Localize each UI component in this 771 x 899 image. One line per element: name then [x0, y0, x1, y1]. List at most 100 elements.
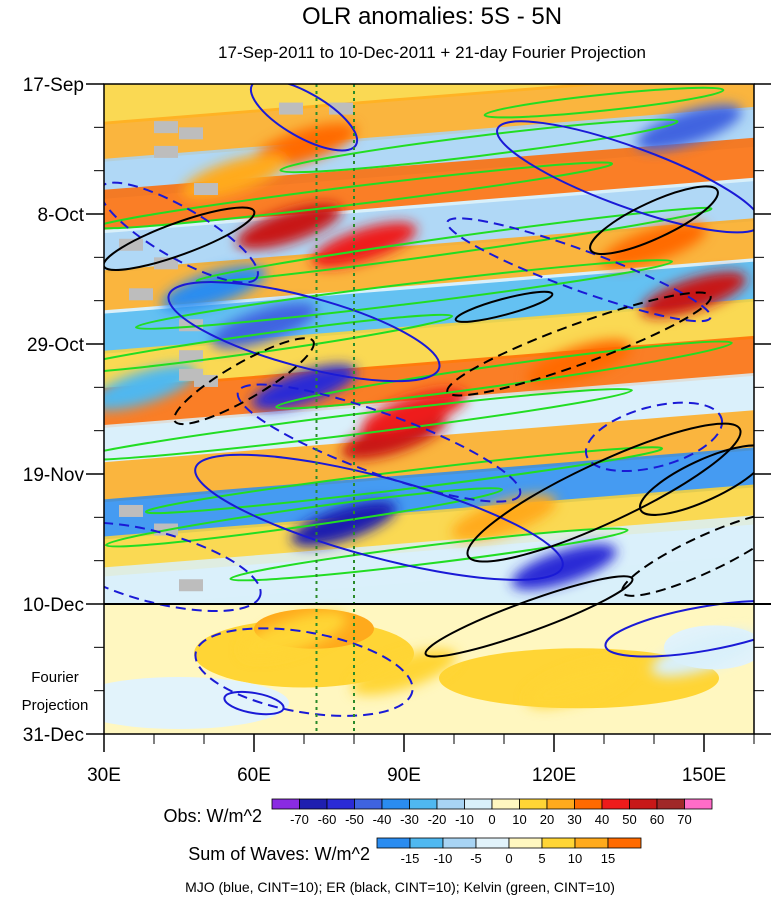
obs-band: [104, 484, 754, 577]
kelvin-contour: [104, 487, 504, 548]
kelvin-contour: [195, 206, 713, 283]
legend-level: -10: [434, 851, 453, 866]
legend-swatch: [684, 798, 713, 810]
legend-level: -60: [318, 812, 337, 827]
anomaly-blob: [636, 104, 742, 151]
missing-data-patch: [179, 579, 203, 592]
legend-swatch: [574, 798, 603, 810]
kelvin-contour: [483, 86, 725, 119]
legend-level: -20: [428, 812, 447, 827]
y-tick-label: 29-Oct: [27, 335, 85, 356]
er-contour: [173, 337, 315, 426]
x-tick-label: 60E: [237, 765, 271, 786]
missing-data-patch: [119, 238, 143, 251]
legend-level: 40: [595, 812, 609, 827]
legend-level: 60: [650, 812, 664, 827]
y-tick-label: 31-Dec: [23, 725, 84, 746]
y-tick-label: 17-Sep: [23, 75, 84, 96]
missing-data-patch: [119, 504, 143, 517]
obs-band: [104, 84, 754, 162]
mjo-contour: [194, 627, 414, 717]
missing-data-patch: [154, 257, 178, 270]
chart-subtitle: 17-Sep-2011 to 10-Dec-2011 + 21-day Four…: [218, 43, 646, 62]
waves-legend-title: Sum of Waves: W/m^2: [188, 844, 370, 864]
y-tick-label: 8-Oct: [38, 205, 85, 226]
legend-swatch: [442, 837, 477, 849]
er-contour: [589, 185, 719, 255]
reference-longitude-lines: [315, 84, 355, 734]
anomaly-blob: [651, 630, 754, 677]
legend-level: 10: [512, 812, 526, 827]
legend-level: 20: [540, 812, 554, 827]
mjo-contour: [223, 690, 285, 716]
mjo-contour: [104, 521, 262, 613]
legend-swatch: [326, 798, 355, 810]
projection-cool-west: [104, 677, 289, 730]
missing-data-patch: [279, 102, 303, 115]
mjo-contour: [584, 401, 724, 473]
kelvin-contour: [279, 118, 679, 174]
legend-level: 50: [622, 812, 636, 827]
legend-level: 30: [567, 812, 581, 827]
missing-data-patch: [154, 121, 178, 134]
legend-swatch: [607, 837, 642, 849]
obs-legend-title: Obs: W/m^2: [164, 806, 262, 826]
missing-data-patch: [329, 102, 353, 115]
legend-level: 70: [677, 812, 691, 827]
legend-swatch: [475, 837, 510, 849]
er-contour: [104, 206, 256, 271]
legend-level: -10: [455, 812, 474, 827]
legend-level: -50: [345, 812, 364, 827]
er-contours: [104, 185, 754, 658]
legend-level: 0: [488, 812, 495, 827]
anomaly-blob: [526, 661, 632, 708]
anomaly-blob: [351, 649, 457, 695]
kelvin-contours: [104, 86, 733, 582]
er-contour: [454, 290, 554, 323]
anomaly-blob: [104, 364, 197, 411]
kelvin-contour: [104, 387, 633, 462]
legend-swatch: [546, 798, 575, 810]
contour-note: MJO (blue, CINT=10); ER (black, CINT=10)…: [185, 879, 615, 895]
legend-swatch: [381, 798, 410, 810]
mjo-contour: [496, 120, 754, 234]
mjo-contour: [604, 599, 754, 658]
legend-level: -15: [401, 851, 420, 866]
legend-swatch: [629, 798, 658, 810]
mjo-contour: [236, 383, 522, 503]
anomaly-blob: [451, 494, 557, 541]
missing-data-patch: [179, 319, 203, 332]
obs-anomaly-bands: [104, 84, 754, 608]
mjo-contour: [104, 181, 259, 284]
plot-frame: [103, 83, 755, 735]
anomaly-blob: [641, 271, 747, 318]
anomaly-blob: [241, 612, 347, 658]
projection-label-line2: Projection: [22, 697, 89, 714]
chart-title: OLR anomalies: 5S - 5N: [302, 3, 562, 30]
er-contour: [638, 444, 754, 516]
legend-swatch: [491, 798, 520, 810]
legend-level: 0: [505, 851, 512, 866]
legend-level: -40: [373, 812, 392, 827]
legend-swatch: [519, 798, 548, 810]
missing-data-patch: [179, 350, 203, 363]
anomaly-blob: [361, 389, 467, 435]
kelvin-contour: [104, 161, 614, 230]
y-axis-ticks: 17-Sep 8-Oct 29-Oct 19-Nov 10-Dec 31-Dec: [23, 75, 771, 746]
y-tick-label: 10-Dec: [23, 595, 84, 616]
obs-band: [104, 298, 754, 391]
kelvin-contour: [275, 340, 733, 410]
missing-data-patch: [179, 127, 203, 140]
anomaly-blob: [161, 265, 267, 312]
legend-swatch: [436, 798, 465, 810]
legend-swatch: [656, 798, 685, 810]
mjo-contour: [167, 281, 441, 383]
legend-level: -30: [400, 812, 419, 827]
x-tick-label: 120E: [532, 765, 576, 786]
kelvin-contour: [229, 527, 629, 582]
plot-area: [104, 84, 754, 734]
missing-data-patch: [194, 183, 218, 196]
mjo-contours: [104, 84, 754, 717]
er-contour: [424, 575, 634, 658]
